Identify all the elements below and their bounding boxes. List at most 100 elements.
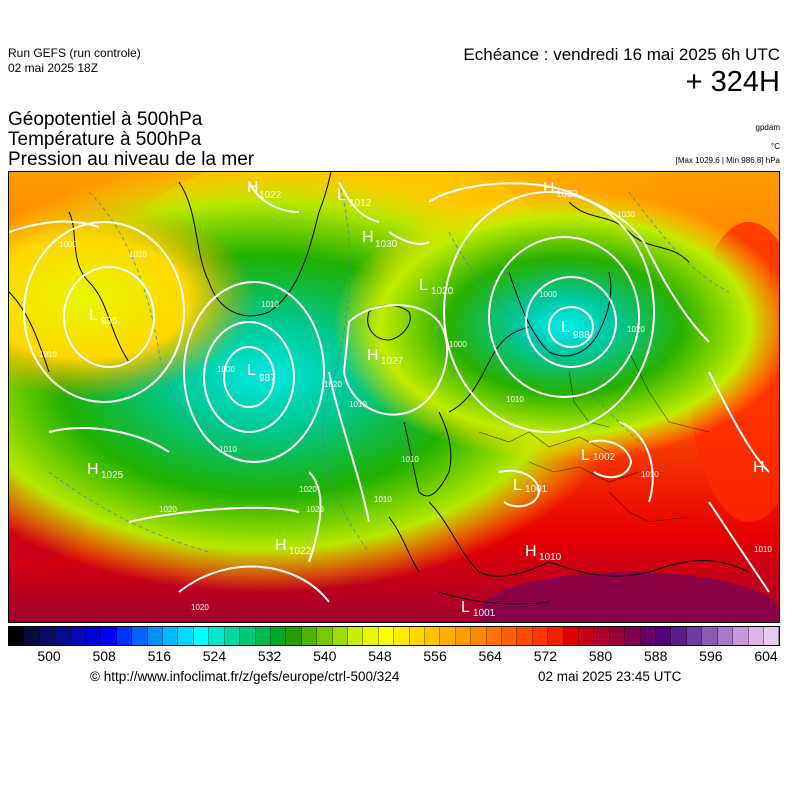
- colorbar-swatch: [286, 627, 302, 645]
- colorbar-swatch: [671, 627, 687, 645]
- colorbar-swatch: [579, 627, 595, 645]
- colorbar-swatch: [440, 627, 456, 645]
- colorbar-swatch: [178, 627, 194, 645]
- colorbar-tick-label: 556: [423, 648, 447, 664]
- isobar-label: 1010: [129, 250, 147, 259]
- colorbar-tick-label: 548: [368, 648, 392, 664]
- pressure-center-type: H: [247, 179, 259, 196]
- isobar-label: 1000: [539, 290, 557, 299]
- colorbar-swatch: [763, 627, 780, 645]
- pressure-center-value: 1012: [349, 198, 372, 209]
- isobar-label: 1010: [219, 445, 237, 454]
- colorbar-swatch: [548, 627, 564, 645]
- param-temperature: Température à 500hPa: [8, 129, 202, 150]
- isobar-label: 1010: [754, 545, 772, 554]
- pressure-center-value: 1033: [556, 189, 579, 200]
- pressure-center-type: H: [367, 347, 379, 364]
- colorbar-swatch: [363, 627, 379, 645]
- colorbar-swatch: [101, 627, 117, 645]
- pressure-center-type: L: [513, 477, 522, 494]
- pressure-center-value: 987: [259, 373, 276, 384]
- pressure-center-value: 988: [573, 330, 590, 341]
- colorbar-swatch: [517, 627, 533, 645]
- pressure-center-value: 1030: [375, 239, 398, 250]
- colorbar-swatch: [486, 627, 502, 645]
- isobar-label: 1020: [159, 505, 177, 514]
- isobar-label: 1010: [349, 400, 367, 409]
- colorbar-swatch: [116, 627, 133, 645]
- colorbar-swatch: [332, 627, 348, 645]
- colorbar-swatch: [378, 627, 395, 645]
- colorbar-swatch: [224, 627, 241, 645]
- isobar-label: 1020: [627, 325, 645, 334]
- colorbar-swatch: [317, 627, 333, 645]
- isobar-label: 1010: [506, 395, 524, 404]
- colorbar-swatch: [748, 627, 764, 645]
- pressure-center-value: 1010: [539, 552, 562, 563]
- colorbar-swatch: [301, 627, 318, 645]
- colorbar-swatch: [594, 627, 610, 645]
- colorbar-tick-label: 508: [92, 648, 116, 664]
- colorbar-swatch: [193, 627, 210, 645]
- weather-map: H 1022 L 1012 H 1030 H 1033 L 995 L 987 …: [8, 171, 780, 623]
- pressure-center-type: H: [525, 543, 537, 560]
- forecast-valid-time: Echéance : vendredi 16 mai 2025 6h UTC: [463, 45, 780, 64]
- colorbar-swatch: [625, 627, 641, 645]
- colorbar-tick-label: 500: [37, 648, 61, 664]
- pressure-center-type: H: [362, 229, 374, 246]
- colorbar-swatch: [132, 627, 148, 645]
- colorbar-swatch: [163, 627, 179, 645]
- generation-time: 02 mai 2025 23:45 UTC: [538, 669, 682, 684]
- colorbar: [8, 626, 780, 646]
- colorbar-tick-label: 532: [257, 648, 282, 664]
- pressure-center-type: L: [461, 599, 470, 616]
- unit-pressure-range: [Max 1029.6 | Min 986.8] hPa: [675, 156, 780, 165]
- unit-geopotential: gpdam: [755, 123, 780, 132]
- pressure-center-value: 995: [101, 316, 118, 327]
- pressure-center-type: H: [543, 180, 555, 197]
- colorbar-swatch: [424, 627, 441, 645]
- isobar-label: 1010: [401, 455, 419, 464]
- colorbar-swatch: [609, 627, 626, 645]
- isobar-label: 1010: [641, 470, 659, 479]
- colorbar-swatch: [686, 627, 703, 645]
- isobar-label: 1000: [59, 240, 77, 249]
- colorbar-swatch: [55, 627, 71, 645]
- colorbar-swatch: [39, 627, 56, 645]
- unit-temperature: °C: [771, 142, 780, 151]
- colorbar-swatch: [147, 627, 164, 645]
- colorbar-swatch: [347, 627, 364, 645]
- colorbar-swatch: [270, 627, 287, 645]
- isobar-label: 1020: [299, 485, 317, 494]
- isobar-label: 1030: [617, 210, 635, 219]
- pressure-center-value: 1001: [473, 608, 496, 619]
- colorbar-swatch: [240, 627, 256, 645]
- isobar-label: 1010: [39, 350, 57, 359]
- pressure-center-type: L: [561, 319, 570, 336]
- pressure-center-type: L: [89, 307, 98, 324]
- pressure-center-value: 1001: [525, 484, 548, 495]
- colorbar-tick-label: 588: [644, 648, 668, 664]
- colorbar-swatch: [394, 627, 410, 645]
- colorbar-tick-label: 580: [588, 648, 613, 664]
- colorbar-tick-label: 564: [478, 648, 502, 664]
- pressure-center-value: 1020: [431, 286, 454, 297]
- isobar-label: 1020: [191, 603, 209, 612]
- pressure-center-value: 1022: [289, 546, 312, 557]
- colorbar-swatch: [717, 627, 734, 645]
- pressure-center-value: 1022: [259, 190, 282, 201]
- run-date: 02 mai 2025 18Z: [8, 61, 99, 75]
- isobar-label: 1010: [261, 300, 279, 309]
- colorbar-tick-label: 604: [754, 648, 778, 664]
- colorbar-swatch: [24, 627, 40, 645]
- colorbar-swatch: [409, 627, 425, 645]
- colorbar-tick-label: 572: [533, 648, 558, 664]
- colorbar-swatch: [209, 627, 225, 645]
- param-geopotential: Géopotentiel à 500hPa: [8, 109, 203, 130]
- colorbar-swatch: [502, 627, 518, 645]
- colorbar-tick-label: 540: [313, 648, 337, 664]
- source-credit: © http://www.infoclimat.fr/z/gefs/europe…: [90, 669, 400, 684]
- pressure-center-type: H: [87, 461, 99, 478]
- colorbar-swatch: [70, 627, 87, 645]
- pressure-center-type: H: [275, 537, 287, 554]
